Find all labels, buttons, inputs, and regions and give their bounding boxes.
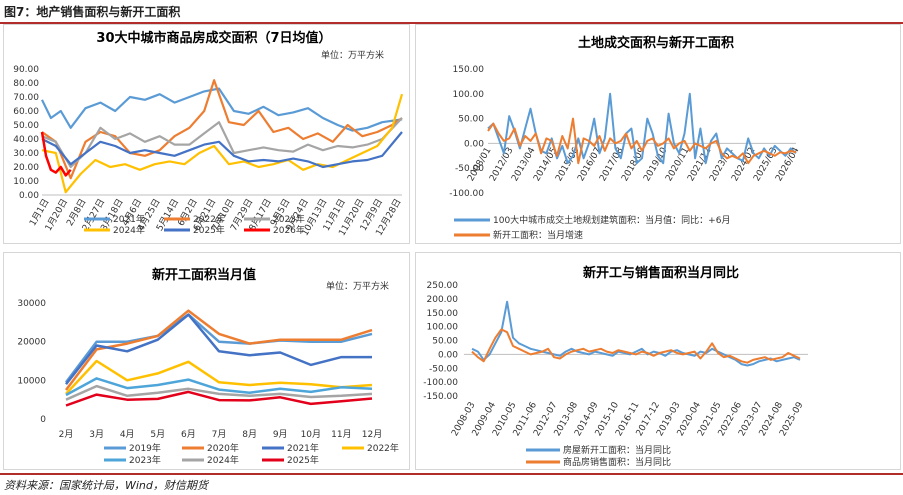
y-tick-label: 60.00 <box>13 107 39 117</box>
y-tick-label: 50.00 <box>13 121 39 131</box>
legend-2024年-label: 2024年 <box>113 224 145 236</box>
series-line <box>471 328 801 364</box>
series-line-2020年 <box>65 309 373 391</box>
legend-item-label: 房屋新开工面积：当月同比 <box>563 444 671 456</box>
series-line-2021年 <box>65 313 372 385</box>
series-line <box>471 300 801 367</box>
y-tick-label: 100.00 <box>453 90 485 100</box>
y-tick-label: -50.00 <box>455 164 484 174</box>
x-tick-label: 9月 <box>273 429 288 440</box>
y-tick-label: 0 <box>40 415 46 425</box>
x-tick-label: 7月 <box>212 429 227 440</box>
y-tick-label: 30.00 <box>13 149 39 159</box>
x-tick-label: 5月 <box>150 429 165 440</box>
legend-item-label: 新开工面积：当月增速 <box>493 229 583 241</box>
y-tick-label: 20.00 <box>13 163 39 173</box>
chart-panel-city-sales: 30大中城市商品房成交面积（7日均值） 单位：万平方米 0.00 10.00 20.… <box>3 24 410 244</box>
y-tick-label: 70.00 <box>13 93 39 103</box>
chart-title: 30大中城市商品房成交面积（7日均值） <box>96 30 331 46</box>
legend-2024年-label: 2024年 <box>207 454 239 466</box>
series-line-2024年 <box>65 384 373 401</box>
unit-label: 单位：万平方米 <box>326 280 389 292</box>
figure-title: 图7：地产销售面积与新开工面积 <box>4 5 181 19</box>
legend-2019年-label: 2019年 <box>129 442 161 454</box>
chart-title: 新开工与销售面积当月同比 <box>583 265 739 281</box>
series-line-2022年 <box>41 79 403 180</box>
legend-2023年-label: 2023年 <box>129 454 161 466</box>
series-line-2026年 <box>40 131 72 177</box>
y-tick-label: 150.00 <box>427 309 459 319</box>
source-note: 资料来源：国家统计局，Wind，财信期货 <box>4 479 208 492</box>
y-tick-label: 200.00 <box>427 295 459 305</box>
y-tick-label: 50.00 <box>458 115 484 125</box>
y-tick-label: 30000 <box>17 299 46 309</box>
chart-title: 土地成交面积与新开工面积 <box>578 35 734 51</box>
y-tick-label: 80.00 <box>13 79 39 89</box>
y-tick-label: -50.00 <box>429 364 458 374</box>
land-vs-starts-chart: 土地成交面积与新开工面积 -100.00 -50.00 0.00 50.00 100.0… <box>449 35 801 241</box>
legend-2021年-label: 2021年 <box>113 213 145 225</box>
legend-2023年-label: 2023年 <box>273 213 305 225</box>
y-tick-label: 0.00 <box>19 191 39 201</box>
legend-2026年-label: 2026年 <box>273 224 305 236</box>
yoy-chart: 新开工与销售面积当月同比 -150.00 -100.00 -50.00 0.00 50.… <box>423 265 808 468</box>
legend-2021年-label: 2021年 <box>287 442 319 454</box>
y-tick-label: 0.00 <box>438 350 458 360</box>
y-tick-label: 40.00 <box>13 135 39 145</box>
y-tick-label: 90.00 <box>13 65 39 75</box>
x-tick-label: 4月 <box>120 429 135 440</box>
footer-divider <box>0 473 903 475</box>
series-line-2025年 <box>65 390 373 407</box>
x-tick-label: 8月 <box>242 429 257 440</box>
y-tick-label: 100.00 <box>427 323 459 333</box>
legend-2025年-label: 2025年 <box>287 454 319 466</box>
legend-2025年-label: 2025年 <box>193 224 225 236</box>
x-tick-label: 6月 <box>181 429 196 440</box>
y-tick-label: -150.00 <box>423 392 458 402</box>
y-tick-label: 150.00 <box>453 65 485 75</box>
title-divider <box>0 22 903 24</box>
x-tick-label: 2月 <box>59 429 74 440</box>
y-tick-label: 0.00 <box>464 139 484 149</box>
legend-item-label: 商品房销售面积：当月同比 <box>563 456 671 468</box>
legend-item-label: 100大中城市成交土地规划建筑面积：当月值：同比：+6月 <box>493 214 730 226</box>
chart-panel-land-vs-starts: 土地成交面积与新开工面积 -100.00 -50.00 0.00 50.00 100.0… <box>415 24 901 244</box>
unit-label: 单位：万平方米 <box>321 49 384 61</box>
y-tick-label: 10.00 <box>13 177 39 187</box>
y-tick-label: 10000 <box>17 376 46 386</box>
x-tick-label: 12月 <box>362 429 382 440</box>
series-line <box>487 117 797 165</box>
chart-panel-yoy: 新开工与销售面积当月同比 -150.00 -100.00 -50.00 0.00 50.… <box>415 252 901 470</box>
x-tick-label: 11月 <box>331 429 351 440</box>
y-tick-label: 20000 <box>17 338 46 348</box>
series-line-2025年 <box>41 131 403 169</box>
legend-2022年-label: 2022年 <box>193 213 225 225</box>
y-tick-label: 250.00 <box>427 281 459 291</box>
series-line-2022年 <box>65 359 373 395</box>
chart-title: 新开工面积当月值 <box>152 267 256 283</box>
x-tick-label: 10月 <box>301 429 321 440</box>
starts-monthly-chart: 新开工面积当月值 单位：万平方米 0 10000 20000 30000 2月 3月 4月 5… <box>17 267 399 466</box>
y-tick-label: 50.00 <box>432 337 458 347</box>
chart-panel-starts-monthly: 新开工面积当月值 单位：万平方米 0 10000 20000 30000 2月 3月 4月 5… <box>3 252 410 470</box>
y-tick-label: -100.00 <box>423 378 458 388</box>
city-sales-chart: 30大中城市商品房成交面积（7日均值） 单位：万平方米 0.00 10.00 20.… <box>13 30 404 238</box>
series-line-2024年 <box>41 93 404 194</box>
series-line-2019年 <box>65 313 373 384</box>
series-line-2023年 <box>65 377 373 397</box>
series-line-2023年 <box>41 117 403 169</box>
y-tick-label: -100.00 <box>449 189 484 199</box>
legend-2020年-label: 2020年 <box>207 442 239 454</box>
x-tick-label: 3月 <box>89 429 104 440</box>
legend-2022年-label: 2022年 <box>367 442 399 454</box>
